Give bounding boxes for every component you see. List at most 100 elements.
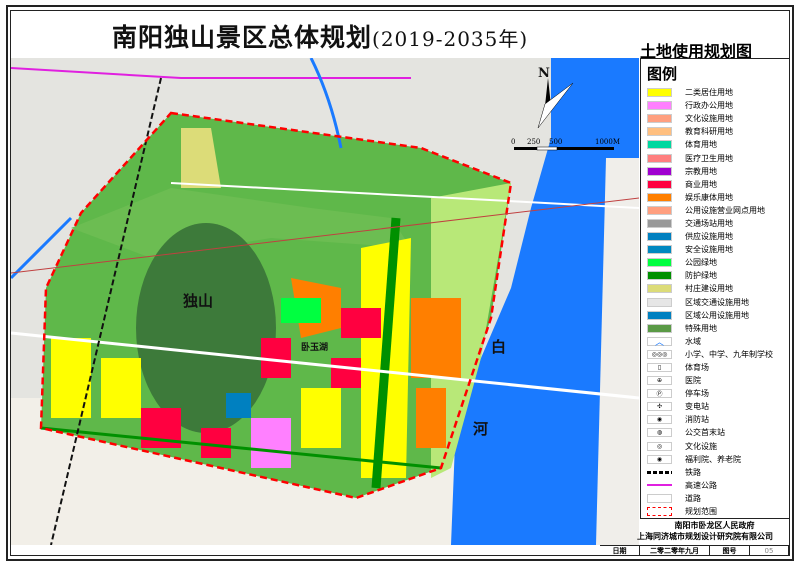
- footer-org-1: 南阳市卧龙区人民政府: [674, 521, 755, 530]
- scale-tick: 0: [511, 138, 516, 146]
- legend-item: 商业用地: [641, 178, 789, 191]
- legend-item: ◉ 消防站: [641, 413, 789, 426]
- legend-item: 防护绿地: [641, 269, 789, 282]
- legend-label: 医院: [685, 376, 701, 386]
- legend-item: 铁路: [641, 466, 789, 479]
- legend-label: 福利院、养老院: [685, 454, 741, 464]
- legend-swatch: [647, 284, 672, 294]
- legend-item: 医疗卫生用地: [641, 151, 789, 164]
- dushan-mountain: [136, 223, 276, 433]
- stadium-icon: ▯: [647, 363, 672, 373]
- scale-tick: 250: [527, 138, 541, 146]
- legend-label: 小学、中学、九年制学校: [685, 349, 773, 359]
- school-icon: ◎◎◎: [647, 349, 672, 359]
- legend-label: 道路: [685, 493, 701, 503]
- legend-label: 村庄建设用地: [685, 284, 733, 294]
- parking-icon: Ⓟ: [647, 389, 672, 399]
- legend-item: 行政办公用地: [641, 99, 789, 112]
- legend-item: 区域交通设施用地: [641, 296, 789, 309]
- legend-swatch: [647, 218, 672, 228]
- legend-label: 规划范围: [685, 507, 717, 517]
- date-value: 二零二零年九月: [640, 546, 710, 556]
- legend-label: 公用设施营业网点用地: [685, 205, 765, 215]
- water-icon: ︿: [647, 336, 672, 348]
- legend-swatch: [647, 140, 672, 150]
- legend-item: 供应设施用地: [641, 230, 789, 243]
- legend-label: 体育用地: [685, 140, 717, 150]
- legend-label: 娱乐康体用地: [685, 192, 733, 202]
- legend-item: 教育科研用地: [641, 125, 789, 138]
- legend-swatch: [647, 297, 672, 307]
- north-arrow: [537, 78, 574, 129]
- legend-item: ◎ 文化设施: [641, 440, 789, 453]
- footer: 南阳市卧龙区人民政府: [640, 518, 789, 532]
- legend-item: ✣ 变电站: [641, 400, 789, 413]
- legend-label: 文化设施: [685, 441, 717, 451]
- legend-label: 宗教用地: [685, 166, 717, 176]
- legend-label: 供应设施用地: [685, 232, 733, 242]
- legend-swatch: [647, 153, 672, 163]
- figure-label: 图号: [710, 546, 750, 556]
- boundary-icon: [647, 507, 672, 517]
- legend-item: ◎◎◎ 小学、中学、九年制学校: [641, 348, 789, 361]
- land-use-map[interactable]: N 0 250 500 1000M 独山 卧玉湖 白 河: [11, 58, 639, 545]
- legend-swatch: [647, 179, 672, 189]
- inner-frame: [10, 10, 790, 556]
- legend-item: ⊕ 医院: [641, 374, 789, 387]
- legend-label: 停车场: [685, 389, 709, 399]
- legend-item: Ⓟ 停车场: [641, 387, 789, 400]
- legend-label: 教育科研用地: [685, 127, 733, 137]
- map-subtitle: 土地使用规划图: [640, 42, 753, 61]
- mountain-label: 独山: [183, 292, 214, 310]
- legend-label: 铁路: [685, 467, 701, 477]
- legend-swatch: [647, 245, 672, 255]
- substation-icon: ✣: [647, 402, 672, 412]
- legend-label: 交通场站用地: [685, 218, 733, 228]
- legend-label: 行政办公用地: [685, 101, 733, 111]
- legend-item: 公用设施营业网点用地: [641, 204, 789, 217]
- legend-swatch: [647, 166, 672, 176]
- date-label: 日期: [600, 546, 640, 556]
- legend-swatch: [647, 271, 672, 281]
- footer-org-2: 上海同济城市规划设计研究院有限公司: [637, 532, 773, 541]
- scale-tick: 1000M: [595, 138, 620, 146]
- legend-label: 特殊用地: [685, 323, 717, 333]
- legend-label: 高速公路: [685, 480, 717, 490]
- page-title: 南阳独山景区总体规划(2019-2035年): [112, 23, 529, 52]
- legend-label: 水域: [685, 336, 701, 346]
- legend-swatch: [647, 323, 672, 333]
- legend-label: 公交首末站: [685, 428, 725, 438]
- legend-label: 商业用地: [685, 179, 717, 189]
- planning-boundary: [39, 111, 513, 500]
- legend-label: 区域交通设施用地: [685, 297, 749, 307]
- road-icon: [647, 493, 672, 503]
- fire-station-icon: ◉: [647, 415, 672, 425]
- scale-bar: [514, 146, 614, 151]
- legend-swatch: [647, 127, 672, 137]
- legend-swatch: [647, 310, 672, 320]
- legend-item: 区域公用设施用地: [641, 309, 789, 322]
- expressway-icon: [647, 484, 672, 487]
- outer-frame: [6, 5, 794, 561]
- legend-item: 公园绿地: [641, 256, 789, 269]
- legend-item: 安全设施用地: [641, 243, 789, 256]
- footer-info: 日期 二零二零年九月 图号 05: [600, 545, 789, 556]
- legend-swatch: [647, 114, 672, 124]
- legend: 图例 二类居住用地 行政办公用地 文化设施用地 教育科研用地 体育用地 医疗卫生用地 宗教用…: [640, 58, 789, 518]
- legend-label: 消防站: [685, 415, 709, 425]
- legend-item: 高速公路: [641, 479, 789, 492]
- hospital-icon: ⊕: [647, 376, 672, 386]
- legend-item: 特殊用地: [641, 322, 789, 335]
- legend-swatch: [647, 232, 672, 242]
- welfare-icon: ◉: [647, 454, 672, 464]
- legend-label: 变电站: [685, 402, 709, 412]
- river-label: 白: [491, 338, 507, 356]
- legend-item: 交通场站用地: [641, 217, 789, 230]
- legend-item: 道路: [641, 492, 789, 505]
- legend-swatch: [647, 88, 672, 98]
- north-label: N: [538, 66, 550, 81]
- legend-title: 图例: [647, 65, 678, 83]
- culture-icon: ◎: [647, 441, 672, 451]
- scale-tick: 500: [549, 138, 563, 146]
- legend-item: ▯ 体育场: [641, 361, 789, 374]
